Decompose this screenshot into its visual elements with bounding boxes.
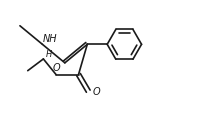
Text: O: O [92, 86, 100, 96]
Text: NH: NH [43, 33, 57, 43]
Text: H: H [46, 49, 52, 58]
Text: O: O [53, 62, 60, 72]
